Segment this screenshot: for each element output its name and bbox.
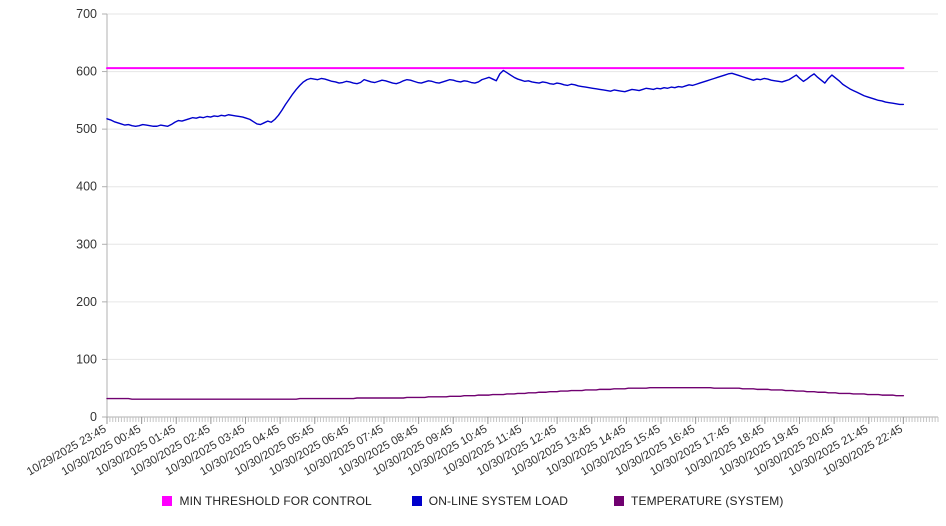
x-axis-major-ticks: [106, 417, 904, 424]
y-axis-tick-label: 500: [76, 122, 97, 136]
y-axis-tick-label: 300: [76, 237, 97, 251]
legend-swatch-on-line-system-load: [411, 496, 422, 506]
legend-item-min-threshold-for-control[interactable]: MIN THRESHOLD FOR CONTROL: [162, 494, 372, 508]
gridlines: [102, 13, 938, 418]
legend-label-temperature-system: TEMPERATURE (SYSTEM): [631, 494, 784, 508]
y-axis-tick-label: 100: [76, 352, 97, 366]
series-line-temperature-system: [106, 386, 905, 400]
y-axis-tick-labels: 0 100 200 300 400 500 600 700: [76, 7, 97, 424]
y-axis-tick-label: 700: [76, 7, 97, 21]
data-series-group: [106, 67, 905, 400]
y-axis-tick-label: 400: [76, 180, 97, 194]
y-axis-tick-label: 200: [76, 295, 97, 309]
legend-label-on-line-system-load: ON-LINE SYSTEM LOAD: [428, 494, 569, 508]
legend-item-on-line-system-load[interactable]: ON-LINE SYSTEM LOAD: [411, 494, 569, 508]
legend-swatch-temperature-system: [614, 496, 625, 506]
chart-legend: MIN THRESHOLD FOR CONTROL ON-LINE SYSTEM…: [0, 494, 946, 508]
legend-swatch-min-threshold-for-control: [162, 496, 173, 506]
series-line-on-line-system-load: [106, 69, 905, 127]
legend-item-temperature-system[interactable]: TEMPERATURE (SYSTEM): [614, 494, 783, 508]
y-axis-tick-label: 0: [90, 410, 97, 424]
y-axis-tick-label: 600: [76, 65, 97, 79]
legend-label-min-threshold-for-control: MIN THRESHOLD FOR CONTROL: [179, 494, 372, 508]
